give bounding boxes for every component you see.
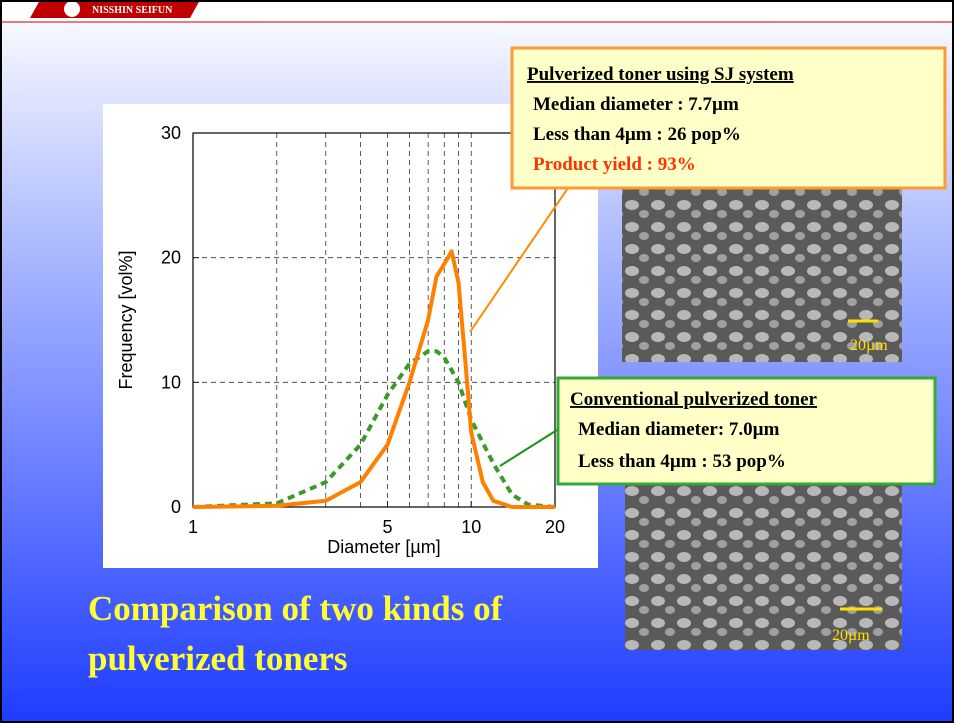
- sem-image: [625, 484, 902, 650]
- x-tick-label: 10: [461, 517, 481, 537]
- logo-text: NISSHIN SEIFUN: [92, 5, 173, 16]
- callout-line: Less than 4µm : 53 pop%: [578, 451, 786, 472]
- callout-line: Median diameter: 7.0µm: [578, 419, 780, 440]
- logo-mark: [64, 1, 80, 17]
- slide-title: Comparison of two kinds of: [88, 589, 503, 628]
- slide: NISSHIN SEIFUN 1 5 10 20 0 10 20 30 Diameter [µm…: [0, 0, 954, 723]
- callout-line: Less than 4µm : 26 pop%: [533, 124, 741, 145]
- x-tick-label: 5: [382, 517, 392, 537]
- callout-title: Pulverized toner using SJ system: [527, 64, 794, 85]
- scale-label: 20µm: [850, 337, 888, 354]
- x-axis-label: Diameter [µm]: [327, 537, 440, 557]
- y-tick-label: 0: [171, 497, 181, 517]
- x-tick-label: 1: [188, 517, 198, 537]
- y-tick-label: 20: [161, 248, 181, 268]
- x-tick-label: 20: [545, 517, 565, 537]
- callout-title: Conventional pulverized toner: [570, 389, 818, 410]
- scale-label: 20µm: [832, 627, 870, 644]
- slide-title: pulverized toners: [88, 639, 348, 678]
- y-tick-label: 10: [161, 372, 181, 392]
- y-axis-label: Frequency [vol%]: [116, 250, 136, 389]
- y-tick-label: 30: [161, 123, 181, 143]
- sem-image: [622, 180, 902, 362]
- callout-line: Median diameter : 7.7µm: [533, 94, 739, 115]
- callout-highlight: Product yield : 93%: [533, 154, 696, 175]
